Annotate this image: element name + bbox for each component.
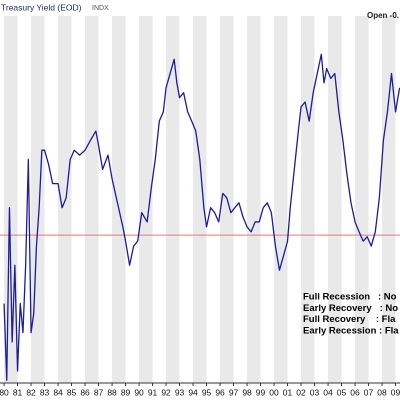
open-label: Open -0. [367,11,399,20]
x-tick-label: 95 [202,387,212,397]
x-tick-label: 85 [67,387,77,397]
year-band [233,16,248,383]
x-tick-label: 98 [242,387,252,397]
legend-note: Full Recovery : Fla [303,314,396,325]
x-tick-label: 06 [350,387,360,397]
x-tick-label: 91 [148,387,158,397]
year-band [152,16,167,383]
x-tick-label: 01 [283,387,293,397]
x-tick-label: 93 [175,387,185,397]
legend-note: Full Recession : No [303,292,397,303]
x-tick-label: 89 [121,387,131,397]
x-tick-label: 81 [13,387,23,397]
year-band [112,16,126,383]
year-band [314,16,329,383]
year-band [71,16,86,383]
x-tick-label: 09 [391,387,400,397]
year-band [355,16,369,383]
year-band [395,16,400,383]
x-tick-label: 99 [256,387,266,397]
x-tick-label: 03 [310,387,320,397]
year-band [125,16,140,383]
x-tick-label: 00 [269,387,279,397]
x-tick-label: 02 [296,387,306,397]
year-band [247,16,261,383]
x-tick-label: 86 [80,387,90,397]
legend-note: Early Recession : Fla [303,325,399,336]
year-band [31,16,45,383]
year-band [206,16,221,383]
x-tick-label: 96 [215,387,225,397]
x-tick-label: 82 [26,387,36,397]
x-tick-label: 87 [94,387,104,397]
chart-title: Treasury Yield (EOD) [1,2,82,12]
x-tick-label: 97 [229,387,239,397]
year-band [166,16,180,383]
year-band [341,16,356,383]
year-band [193,16,207,383]
x-tick-label: 08 [377,387,387,397]
year-band [4,16,18,383]
year-band [179,16,194,383]
x-tick-label: 88 [107,387,117,397]
x-tick-label: 80 [0,387,9,397]
year-band [368,16,383,383]
x-tick-label: 84 [53,387,63,397]
legend-note: Early Recovery : No [303,303,398,314]
year-band [382,16,396,383]
x-tick-label: 90 [134,387,144,397]
data-line [3,53,400,381]
x-tick-label: 04 [323,387,333,397]
year-band [85,16,99,383]
year-band [260,16,275,383]
year-band [44,16,59,383]
year-band [274,16,288,383]
x-tick-label: 92 [161,387,171,397]
x-tick-label: 94 [188,387,198,397]
x-tick-label: 83 [40,387,50,397]
x-tick-label: 05 [337,387,347,397]
year-band [17,16,32,383]
x-tick-label: 07 [364,387,374,397]
chart-subtitle: INDX [92,5,109,12]
year-band [287,16,302,383]
year-band [98,16,113,383]
year-band [139,16,153,383]
